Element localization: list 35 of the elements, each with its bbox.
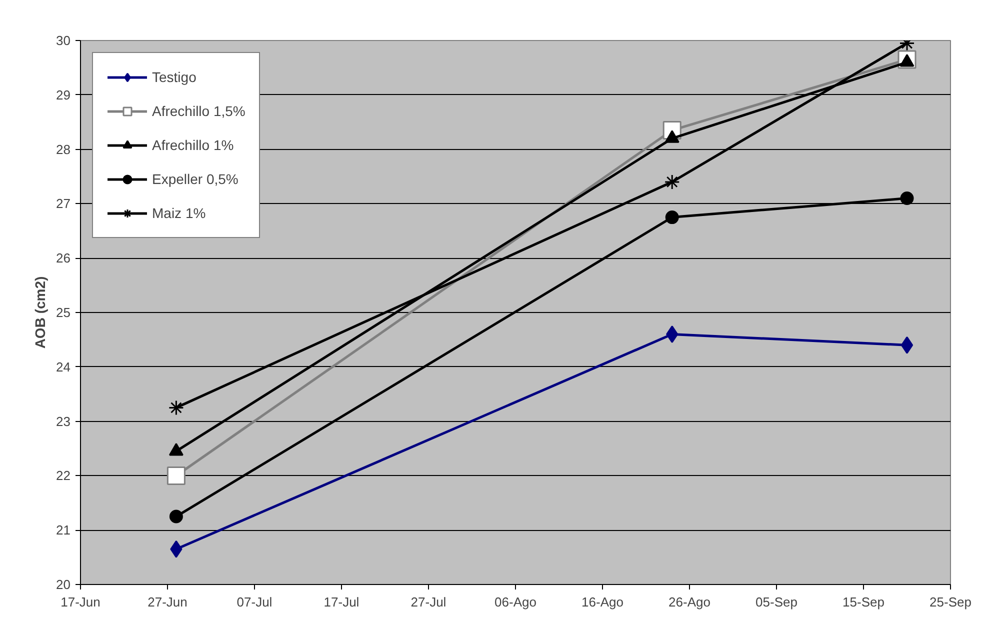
legend-label: Expeller 0,5% bbox=[152, 171, 238, 187]
point bbox=[169, 510, 183, 524]
y-tick-label: 26 bbox=[56, 250, 71, 266]
y-tick-label: 25 bbox=[56, 305, 71, 320]
y-tick-label: 24 bbox=[56, 359, 71, 374]
x-tick-label: 15-Sep bbox=[842, 594, 884, 610]
y-tick-label: 29 bbox=[56, 87, 71, 102]
legend-label: Afrechillo 1,5% bbox=[152, 103, 246, 119]
x-tick-label: 07-Jul bbox=[236, 594, 272, 610]
y-tick-label: 27 bbox=[56, 196, 71, 212]
y-tick-label: 21 bbox=[56, 522, 71, 538]
point bbox=[664, 174, 680, 190]
x-tick-label: 16-Ago bbox=[582, 594, 624, 610]
x-tick-label: 26-Ago bbox=[668, 594, 710, 610]
legend-label: Maiz 1% bbox=[152, 205, 206, 221]
x-tick-label: 17-Jul bbox=[324, 594, 360, 610]
x-tick-label: 06-Ago bbox=[494, 594, 536, 610]
x-tick-label: 27-Jul bbox=[410, 594, 446, 610]
point bbox=[168, 400, 184, 416]
legend-label: Afrechillo 1% bbox=[152, 137, 234, 153]
x-tick-label: 27-Jun bbox=[148, 594, 188, 610]
point bbox=[665, 210, 679, 224]
x-tick-label: 25-Sep bbox=[930, 594, 972, 610]
y-axis-title: AOB (cm2) bbox=[32, 276, 48, 349]
point bbox=[900, 192, 914, 205]
point bbox=[900, 336, 914, 354]
y-tick-label: 28 bbox=[56, 142, 71, 157]
point bbox=[166, 466, 186, 485]
x-tick-label: 17-Jun bbox=[60, 594, 100, 610]
x-tick-label: 05-Sep bbox=[756, 594, 798, 610]
y-tick-label: 20 bbox=[56, 577, 71, 592]
legend-label: Testigo bbox=[152, 69, 196, 85]
y-tick-label: 30 bbox=[56, 33, 71, 48]
y-tick-label: 22 bbox=[56, 468, 71, 484]
y-tick-label: 23 bbox=[56, 414, 71, 429]
